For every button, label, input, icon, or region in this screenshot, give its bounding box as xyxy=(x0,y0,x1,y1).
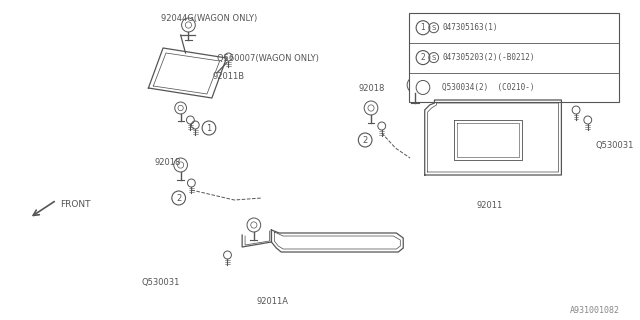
Text: 2: 2 xyxy=(420,53,426,62)
Text: Q560007(WAGON ONLY): Q560007(WAGON ONLY) xyxy=(217,53,319,62)
Text: A931001082: A931001082 xyxy=(570,306,620,315)
Bar xyxy=(410,13,619,102)
Text: 2: 2 xyxy=(176,194,181,203)
Circle shape xyxy=(416,21,430,35)
Text: FRONT: FRONT xyxy=(61,199,91,209)
Circle shape xyxy=(172,191,186,205)
Text: 2: 2 xyxy=(362,135,368,145)
Text: 92011A: 92011A xyxy=(257,298,289,307)
Text: Q530031: Q530031 xyxy=(596,140,634,149)
Text: 92011: 92011 xyxy=(476,201,502,210)
Text: 047305163(1): 047305163(1) xyxy=(442,23,498,32)
Text: Q530034(2)  (C0210-): Q530034(2) (C0210-) xyxy=(442,83,535,92)
Text: 92044G(WAGON ONLY): 92044G(WAGON ONLY) xyxy=(161,13,257,22)
Text: S: S xyxy=(431,25,436,31)
Circle shape xyxy=(202,121,216,135)
Text: 047305203(2)(-B0212): 047305203(2)(-B0212) xyxy=(442,53,535,62)
Text: S: S xyxy=(431,55,436,60)
Text: 92011B: 92011B xyxy=(213,71,245,81)
Text: 92018: 92018 xyxy=(154,157,180,166)
Text: Q530031: Q530031 xyxy=(141,278,180,287)
Text: 92018: 92018 xyxy=(358,84,385,92)
Text: 1: 1 xyxy=(206,124,212,132)
Text: 1: 1 xyxy=(420,23,426,32)
Circle shape xyxy=(416,51,430,65)
Circle shape xyxy=(358,133,372,147)
